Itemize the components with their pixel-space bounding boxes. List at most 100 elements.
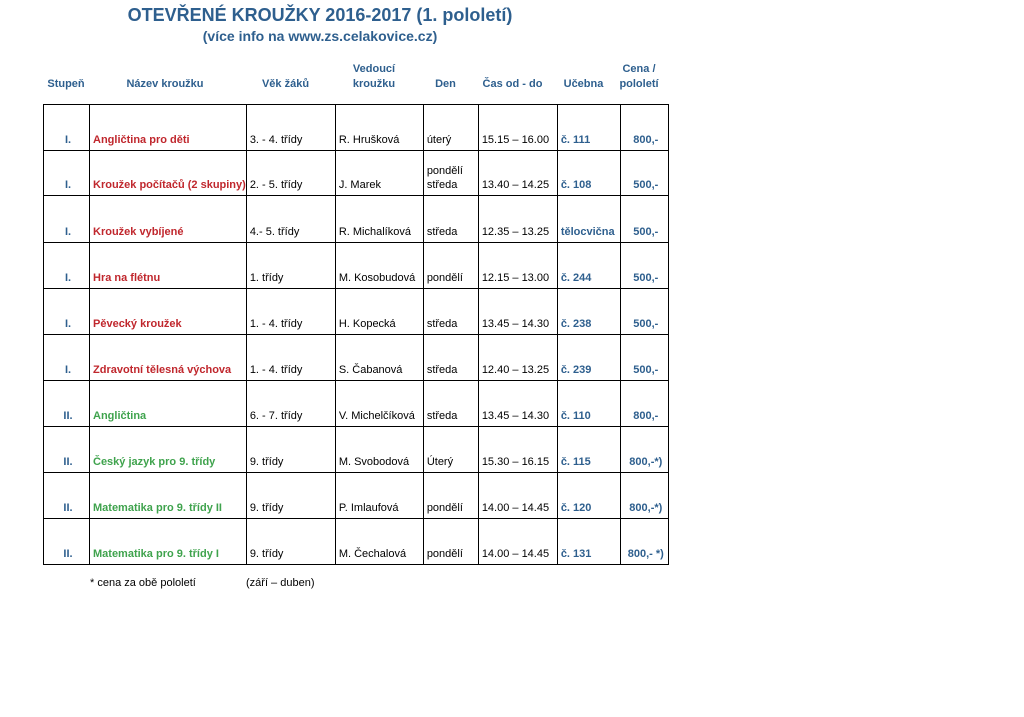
cell-age: 6. - 7. třídy	[245, 380, 336, 427]
cell-price: 800,-	[619, 380, 669, 427]
header-price-line-2: pololetí	[619, 78, 659, 90]
cell-name: Hra na flétnu	[89, 242, 247, 289]
cell-price: 500,-	[619, 242, 669, 289]
cell-level: I.	[43, 242, 90, 289]
cell-age: 1. - 4. třídy	[245, 334, 336, 381]
cell-level: II.	[43, 518, 90, 565]
cell-day: středa	[422, 380, 479, 427]
cell-time: 12.40 – 13.25	[477, 334, 558, 381]
cell-leader: H. Kopecká	[334, 288, 424, 335]
cell-age: 1. - 4. třídy	[245, 288, 336, 335]
table-row: I. Angličtina pro děti 3. - 4. třídy R. Hru…	[43, 104, 669, 151]
cell-age: 9. třídy	[245, 518, 336, 565]
cell-room: č. 110	[556, 380, 621, 427]
cell-time: 15.15 – 16.00	[477, 104, 558, 151]
cell-leader: R. Michalíková	[334, 195, 424, 243]
cell-price: 800,-*)	[619, 472, 669, 519]
cell-price: 500,-	[619, 288, 669, 335]
cell-room: č. 120	[556, 472, 621, 519]
cell-age: 9. třídy	[245, 472, 336, 519]
header-time: Čas od - do	[482, 78, 543, 90]
cell-room: č. 131	[556, 518, 621, 565]
cell-level: II.	[43, 426, 90, 473]
cell-leader: S. Čabanová	[334, 334, 424, 381]
header-price-line-1: Cena /	[622, 63, 656, 75]
cell-leader: M. Čechalová	[334, 518, 424, 565]
cell-day: středa	[422, 334, 479, 381]
cell-name: Angličtina	[89, 380, 247, 427]
cell-leader: R. Hrušková	[334, 104, 424, 151]
cell-time: 12.15 – 13.00	[477, 242, 558, 289]
cell-level: II.	[43, 472, 90, 519]
cell-age: 4.- 5. třídy	[245, 195, 336, 243]
table-row: II. Matematika pro 9. třídy II 9. třídy P. …	[43, 472, 669, 519]
cell-leader: V. Michelčíková	[334, 380, 424, 427]
table-row: II. Angličtina 6. - 7. třídy V. Michelčíkov…	[43, 380, 669, 427]
header-age: Věk žáků	[261, 78, 310, 90]
cell-time: 13.45 – 14.30	[477, 288, 558, 335]
cell-name: Matematika pro 9. třídy II	[89, 472, 247, 519]
cell-name: Kroužek počítačů (2 skupiny)	[89, 150, 247, 196]
cell-day: pondělí	[422, 242, 479, 289]
page-title: OTEVŘENÉ KROUŽKY 2016-2017 (1. pololetí)	[127, 5, 513, 25]
cell-age: 2. - 5. třídy	[245, 150, 336, 196]
cell-room: tělocvična	[556, 195, 621, 243]
table-row: I. Hra na flétnu 1. třídy M. Kosobudová pond…	[43, 242, 669, 289]
header-day: Den	[435, 78, 456, 90]
cell-level: I.	[43, 195, 90, 243]
page-subtitle: (více info na www.zs.celakovice.cz)	[202, 28, 438, 44]
cell-time: 14.00 – 14.45	[477, 518, 558, 565]
cell-leader: M. Kosobudová	[334, 242, 424, 289]
header-leader-line-1: Vedoucí	[352, 63, 396, 75]
cell-name: Matematika pro 9. třídy I	[89, 518, 247, 565]
cell-room: č. 244	[556, 242, 621, 289]
cell-level: II.	[43, 380, 90, 427]
table-row: II. Matematika pro 9. třídy I 9. třídy M. Č…	[43, 518, 669, 565]
cell-day: pondělí	[422, 472, 479, 519]
header-leader-line-2: kroužku	[352, 78, 396, 90]
table-row: I. Pěvecký kroužek 1. - 4. třídy H. Kopecká…	[43, 288, 669, 335]
clubs-table: I. Angličtina pro děti 3. - 4. třídy R. Hru…	[43, 104, 669, 565]
cell-time: 13.40 – 14.25	[477, 150, 558, 196]
footnote-price-note: * cena za obě pololetí	[90, 577, 196, 589]
cell-day: úterý	[422, 104, 479, 151]
cell-price: 800,- *)	[619, 518, 669, 565]
cell-time: 13.45 – 14.30	[477, 380, 558, 427]
cell-day: pondělí středa	[422, 150, 479, 196]
header-room: Učebna	[563, 78, 604, 90]
cell-leader: P. Imlaufová	[334, 472, 424, 519]
cell-leader: M. Svobodová	[334, 426, 424, 473]
cell-room: č. 111	[556, 104, 621, 151]
cell-time: 14.00 – 14.45	[477, 472, 558, 519]
table-row: I. Zdravotní tělesná výchova 1. - 4. třídy…	[43, 334, 669, 381]
cell-level: I.	[43, 104, 90, 151]
cell-age: 1. třídy	[245, 242, 336, 289]
cell-name: Zdravotní tělesná výchova	[89, 334, 247, 381]
cell-price: 800,-*)	[619, 426, 669, 473]
cell-age: 3. - 4. třídy	[245, 104, 336, 151]
cell-room: č. 238	[556, 288, 621, 335]
header-level: Stupeň	[47, 78, 85, 90]
cell-time: 15.30 – 16.15	[477, 426, 558, 473]
cell-price: 800,-	[619, 104, 669, 151]
table-row: I. Kroužek vybíjené 4.- 5. třídy R. Michalí…	[43, 195, 669, 243]
header-price: Cena / pololetí	[615, 62, 663, 92]
header-name: Název kroužku	[126, 78, 204, 90]
cell-price: 500,-	[619, 150, 669, 196]
cell-name: Český jazyk pro 9. třídy	[89, 426, 247, 473]
cell-level: I.	[43, 150, 90, 196]
cell-day: středa	[422, 288, 479, 335]
cell-room: č. 239	[556, 334, 621, 381]
cell-time: 12.35 – 13.25	[477, 195, 558, 243]
cell-price: 500,-	[619, 195, 669, 243]
cell-day: pondělí	[422, 518, 479, 565]
cell-day: Úterý	[422, 426, 479, 473]
cell-name: Pěvecký kroužek	[89, 288, 247, 335]
cell-name: Angličtina pro děti	[89, 104, 247, 151]
cell-name: Kroužek vybíjené	[89, 195, 247, 243]
cell-level: I.	[43, 288, 90, 335]
cell-price: 500,-	[619, 334, 669, 381]
footnote-period: (září – duben)	[246, 577, 315, 589]
cell-day: středa	[422, 195, 479, 243]
header-leader: Vedoucí kroužku	[330, 62, 418, 92]
